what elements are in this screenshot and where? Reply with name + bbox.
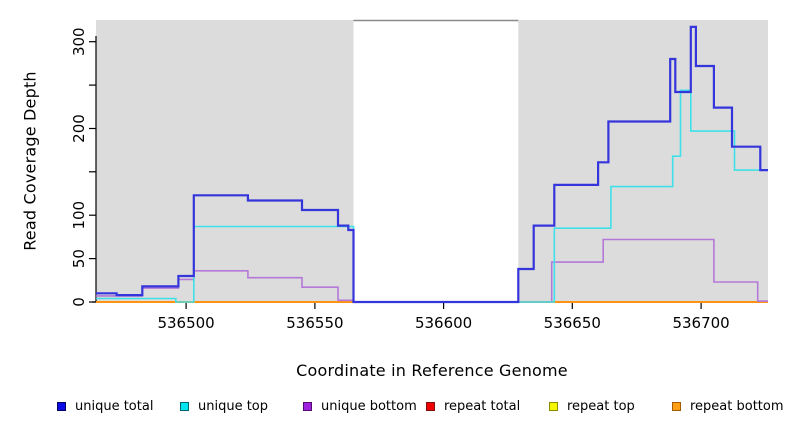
x-axis-title: Coordinate in Reference Genome [296, 361, 568, 380]
y-tick-label: 100 [70, 201, 88, 230]
unique-top-swatch-icon [180, 402, 189, 411]
legend: unique total unique top unique bottom re… [57, 399, 784, 414]
x-tick-label: 536500 [157, 314, 214, 332]
x-tick-label: 536600 [415, 314, 472, 332]
y-tick-label: 300 [70, 27, 88, 56]
legend-item-unique-total: unique total [57, 399, 180, 414]
shaded-region [518, 20, 768, 302]
series-unique-total [96, 25, 768, 304]
y-tick-label: 200 [70, 114, 88, 143]
unique-total-swatch-icon [57, 402, 66, 411]
legend-item-repeat-bottom: repeat bottom [672, 399, 784, 414]
legend-label: unique bottom [321, 399, 417, 414]
unique-bottom-swatch-icon [303, 402, 312, 411]
legend-item-repeat-top: repeat top [549, 399, 672, 414]
y-axis-title: Read Coverage Depth [20, 71, 40, 251]
legend-label: repeat top [567, 399, 635, 414]
repeat-bottom-swatch-icon [672, 402, 681, 411]
legend-item-unique-top: unique top [180, 399, 303, 414]
legend-label: unique top [198, 399, 269, 414]
legend-item-unique-bottom: unique bottom [303, 399, 426, 414]
legend-label: unique total [75, 399, 154, 414]
y-tick-label: 50 [70, 249, 88, 268]
legend-label: repeat bottom [690, 399, 784, 414]
repeat-top-swatch-icon [549, 402, 558, 411]
x-tick-label: 536550 [286, 314, 343, 332]
shaded-region [96, 20, 354, 302]
x-tick-label: 536650 [544, 314, 601, 332]
repeat-total-swatch-icon [426, 402, 435, 411]
x-tick-label: 536700 [672, 314, 729, 332]
legend-label: repeat total [444, 399, 521, 414]
series-unique-top [96, 89, 768, 303]
legend-item-repeat-total: repeat total [426, 399, 549, 414]
y-tick-label: 0 [70, 297, 88, 307]
